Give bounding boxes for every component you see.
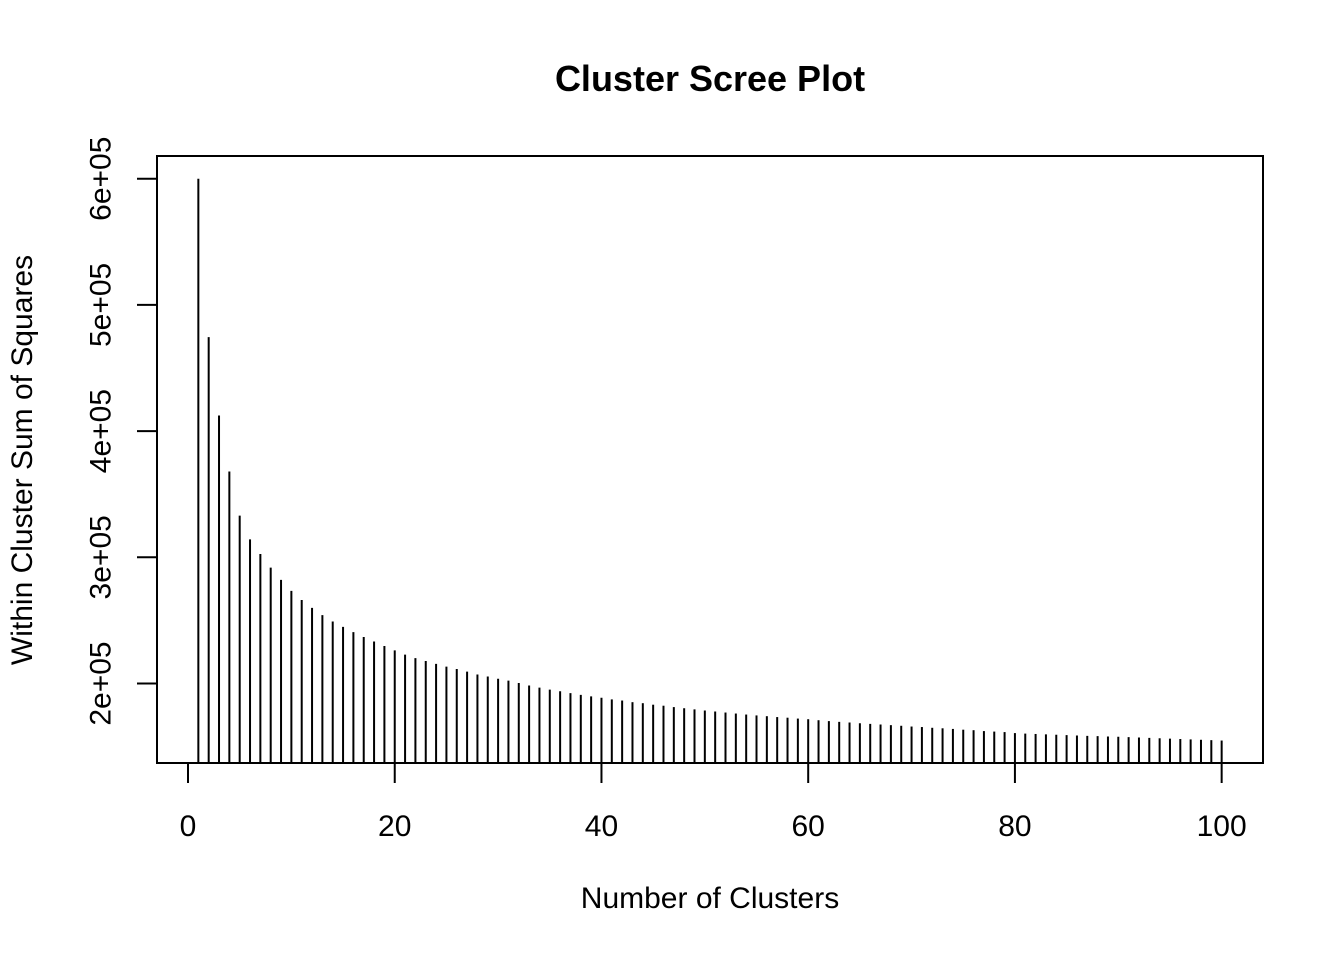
- plot-box: [156, 155, 1264, 764]
- y-tick-label: 5e+05: [85, 263, 118, 347]
- y-tick-label: 3e+05: [85, 515, 118, 599]
- y-tick-label: 6e+05: [85, 137, 118, 221]
- y-tick-label: 2e+05: [85, 641, 118, 725]
- x-tick-label: 0: [180, 810, 197, 843]
- x-tick-label: 80: [998, 810, 1031, 843]
- x-axis-label: Number of Clusters: [581, 882, 839, 915]
- x-tick-label: 20: [378, 810, 411, 843]
- y-tick-label: 4e+05: [85, 389, 118, 473]
- bars-group: [197, 178, 1223, 763]
- y-axis: 2e+05 3e+05 4e+05 5e+05 6e+05: [85, 137, 157, 726]
- chart-title: Cluster Scree Plot: [555, 58, 865, 99]
- x-tick-label: 40: [585, 810, 618, 843]
- x-axis: 0 20 40 60 80 100: [180, 763, 1247, 843]
- y-axis-label: Within Cluster Sum of Squares: [6, 255, 39, 665]
- x-tick-label: 100: [1197, 810, 1247, 843]
- x-tick-label: 60: [792, 810, 825, 843]
